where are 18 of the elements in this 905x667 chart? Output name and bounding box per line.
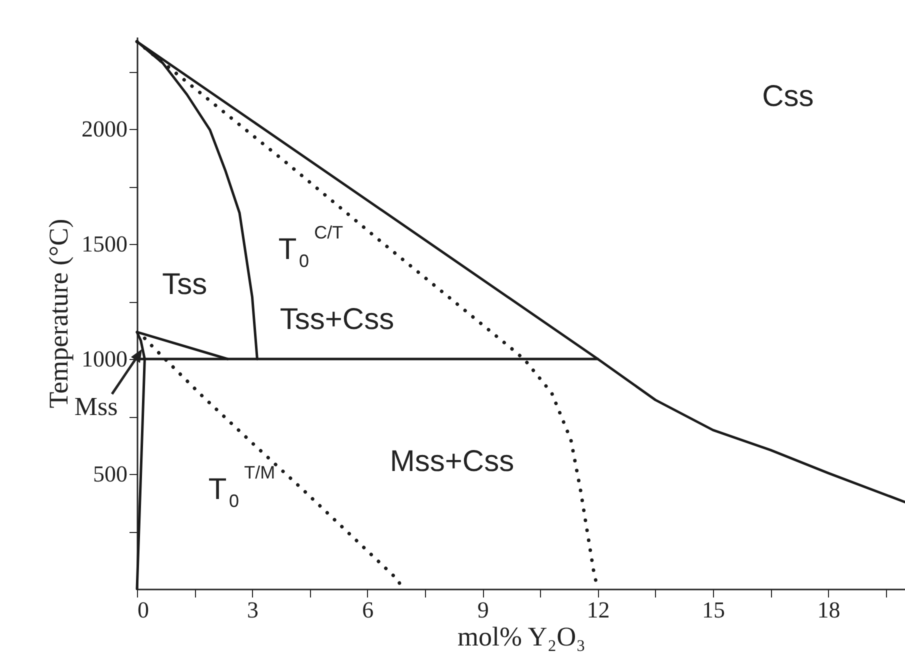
text: Mss [74, 392, 118, 421]
annotation: Tss+Css [280, 303, 394, 336]
y-tick-label: 500 [93, 462, 128, 486]
y-tick-label: 2000 [82, 116, 128, 142]
x-tick-label: 12 [586, 598, 610, 622]
annotation: Mss+Css [390, 445, 514, 478]
y-tick-label: 1000 [82, 346, 128, 372]
annotation: Tss [162, 268, 208, 301]
x-tick-label: 6 [362, 598, 374, 622]
x-tick-label: 18 [817, 598, 840, 622]
y-tick-label: 1500 [82, 232, 128, 256]
x-tick-label: 0 [138, 598, 149, 622]
y-axis-title: Temperature (°C) [44, 218, 74, 408]
x-tick-label: 9 [477, 598, 489, 622]
x-tick-label: 3 [246, 598, 258, 622]
annotation: Css [762, 80, 814, 113]
x-axis-title: mol% Y₂O₃ [457, 622, 586, 652]
x-tick-label: 15 [702, 598, 725, 622]
